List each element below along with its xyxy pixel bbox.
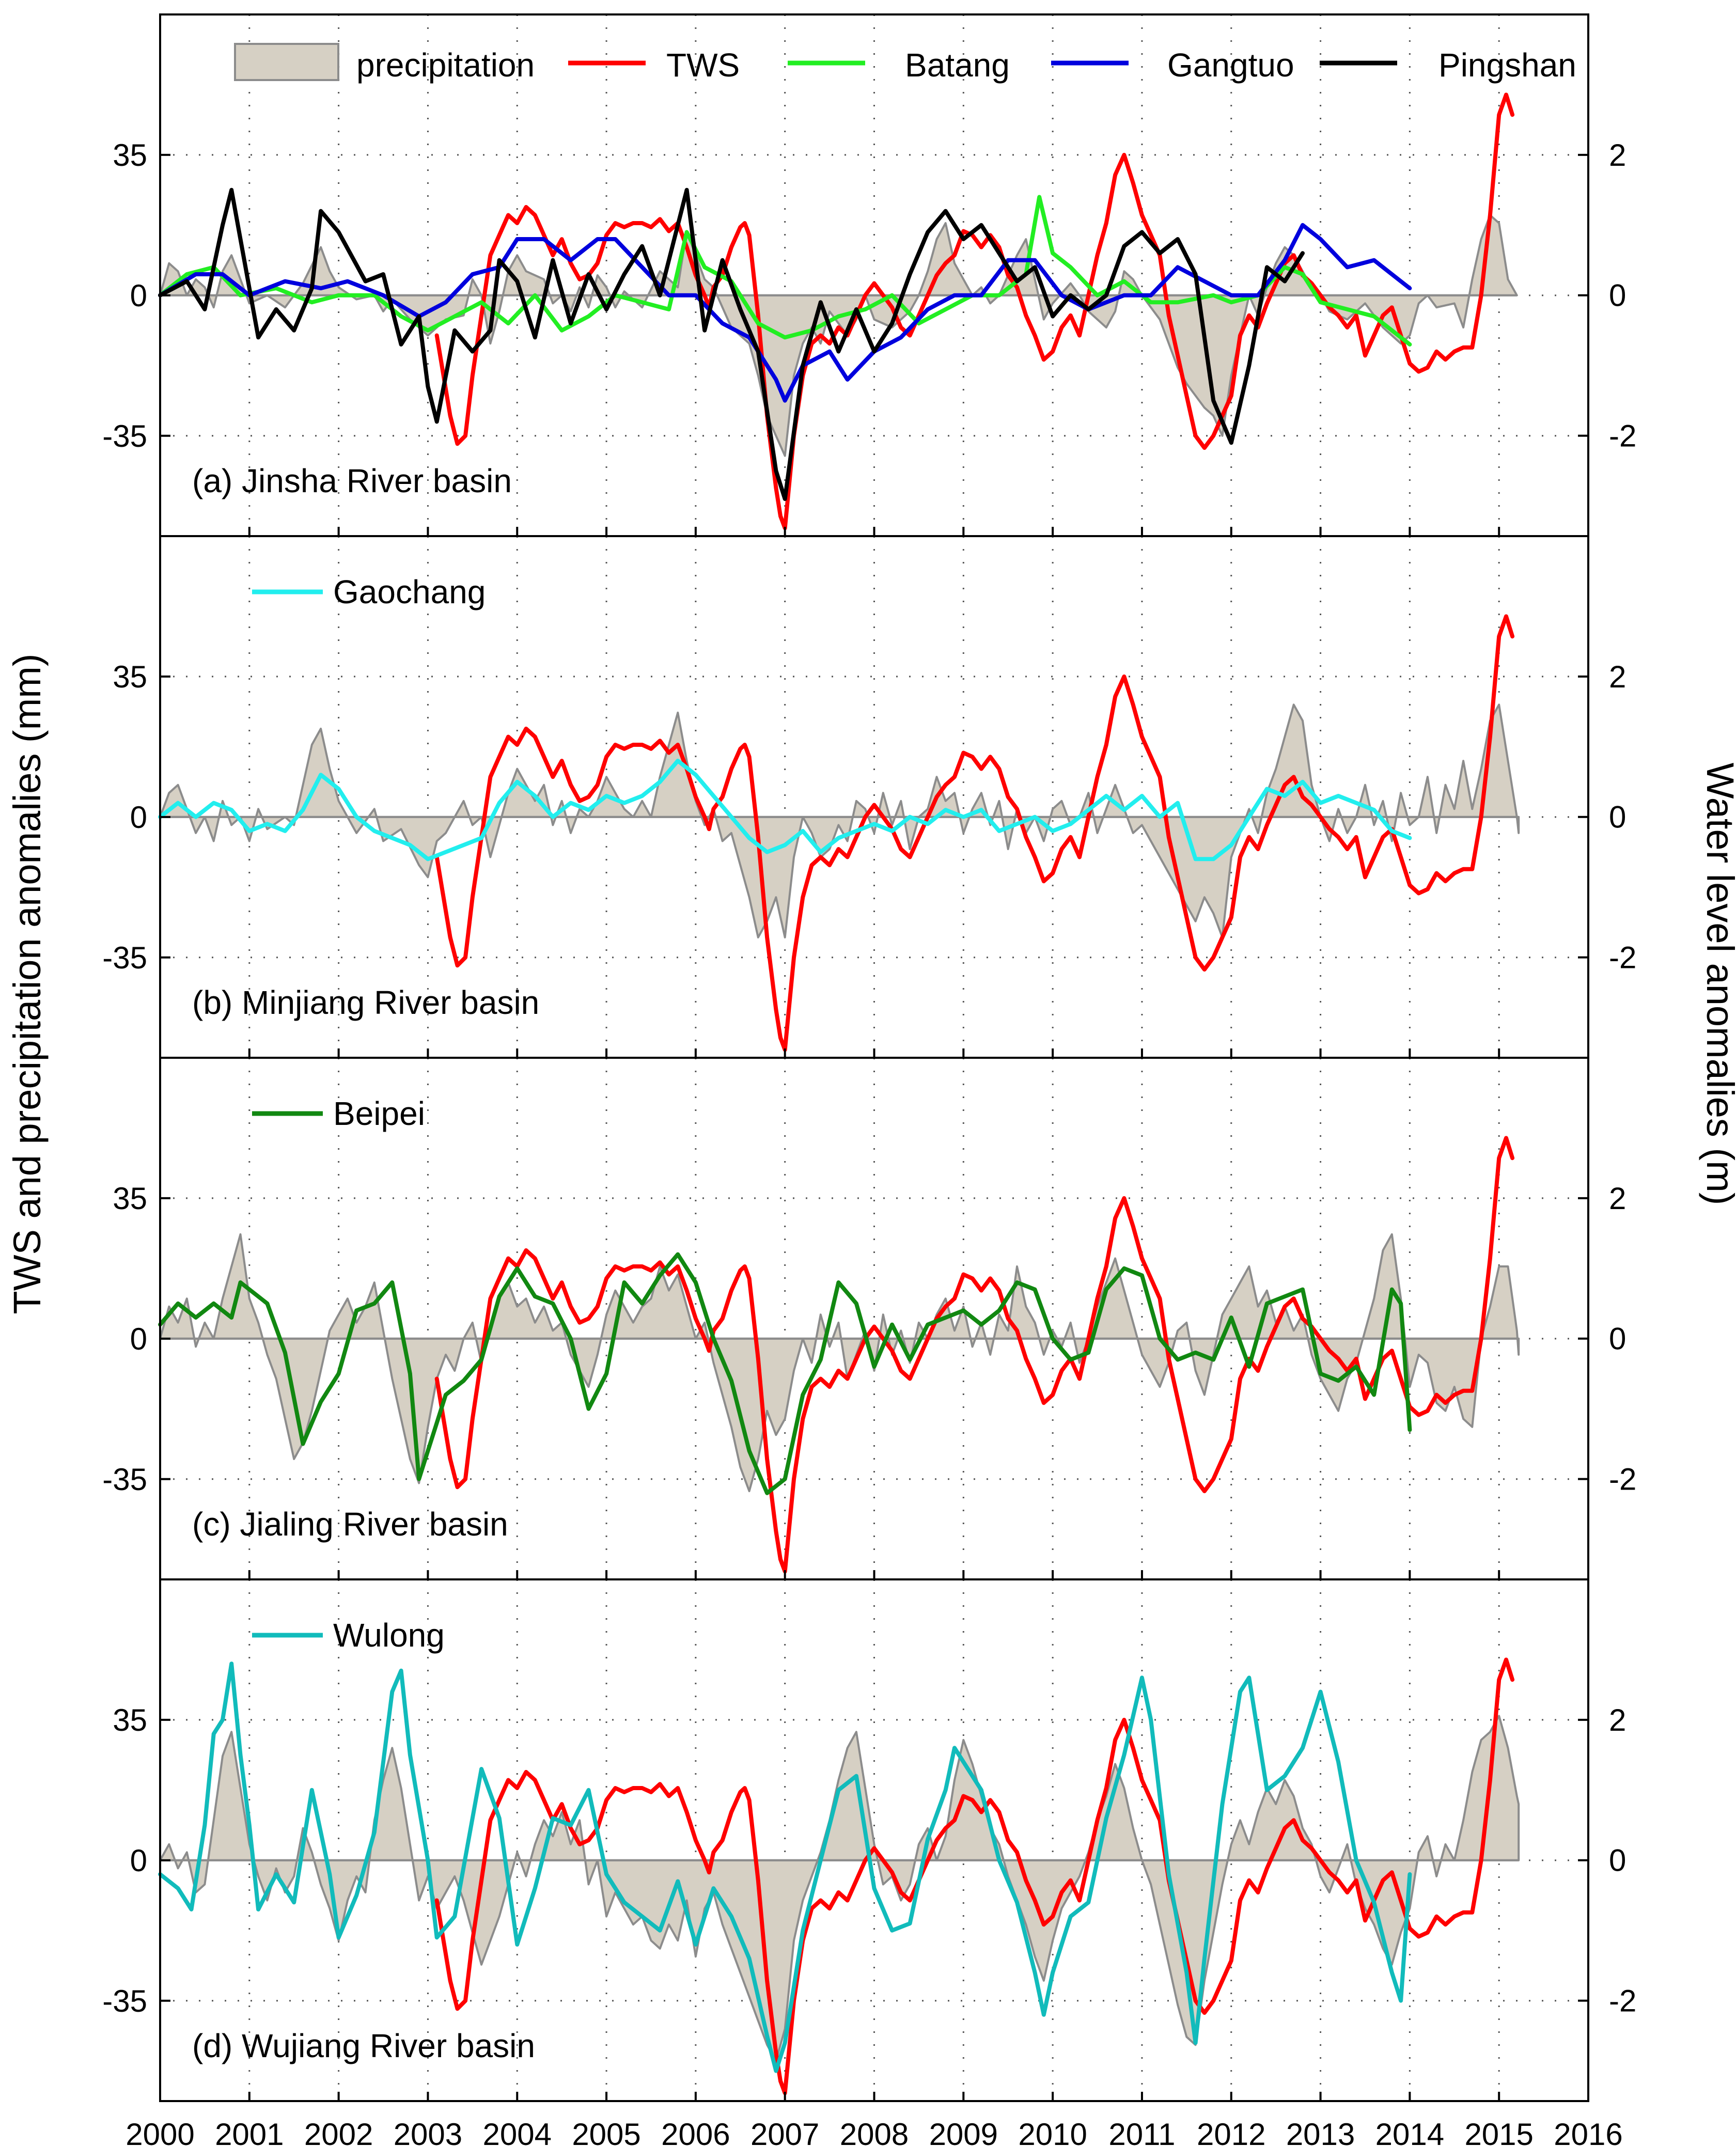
left-tick-label: 35 bbox=[113, 660, 147, 694]
left-tick-label: -35 bbox=[102, 1984, 147, 2018]
legend-label-pingshan: Pingshan bbox=[1438, 46, 1576, 84]
legend-swatch-precipitation bbox=[234, 43, 339, 81]
right-tick-label: 2 bbox=[1609, 660, 1626, 694]
x-tick-label: 2016 bbox=[1554, 2117, 1622, 2146]
x-tick-label: 2000 bbox=[126, 2117, 194, 2146]
left-tick-label: 35 bbox=[113, 1703, 147, 1737]
x-tick-label: 2013 bbox=[1286, 2117, 1355, 2146]
tws-line bbox=[434, 614, 1515, 1052]
right-tick-label: 0 bbox=[1609, 800, 1626, 835]
x-tick-label: 2002 bbox=[304, 2117, 373, 2146]
right-tick-label: 2 bbox=[1609, 138, 1626, 173]
tws-line bbox=[434, 1657, 1515, 2095]
legend-label-batang: Batang bbox=[905, 46, 1010, 84]
panel-3: 35 0 -35 2 0 -2 (c) Jialing River basin Beipei bbox=[102, 1057, 1636, 1580]
grid bbox=[160, 14, 1588, 536]
x-tick-label: 2012 bbox=[1197, 2117, 1265, 2146]
right-tick-label: 0 bbox=[1609, 1322, 1626, 1356]
left-tick-label: 0 bbox=[130, 800, 147, 835]
right-tick-label: -2 bbox=[1609, 1462, 1636, 1497]
tws-line bbox=[434, 92, 1515, 530]
left-tick-label: 0 bbox=[130, 1843, 147, 1878]
legend-label-gaochang: Gaochang bbox=[333, 573, 486, 610]
right-axis-title: Water level anomalies (m) bbox=[1699, 763, 1736, 1205]
panel-label: (d) Wujiang River basin bbox=[192, 2027, 535, 2064]
left-tick-label: -35 bbox=[102, 419, 147, 453]
tws-line bbox=[434, 1136, 1515, 1574]
left-tick-label: -35 bbox=[102, 1462, 147, 1497]
x-tick-label: 2007 bbox=[750, 2117, 819, 2146]
left-tick-label: 0 bbox=[130, 1322, 147, 1356]
beipei-line bbox=[158, 1252, 1412, 1495]
x-tick-label: 2010 bbox=[1018, 2117, 1087, 2146]
right-tick-label: 0 bbox=[1609, 1843, 1626, 1878]
x-tick-label: 2004 bbox=[483, 2117, 552, 2146]
left-tick-label: -35 bbox=[102, 941, 147, 975]
right-tick-label: 2 bbox=[1609, 1703, 1626, 1737]
left-tick-label: 0 bbox=[130, 278, 147, 313]
wulong-line bbox=[158, 1662, 1412, 2073]
x-tick-label: 2006 bbox=[661, 2117, 730, 2146]
grid bbox=[160, 536, 1588, 1058]
legend-label-tws: TWS bbox=[666, 46, 740, 84]
x-tick-label: 2014 bbox=[1375, 2117, 1444, 2146]
precipitation-area bbox=[159, 1233, 1520, 1493]
left-tick-label: 35 bbox=[113, 138, 147, 173]
legend-label-gangtuo: Gangtuo bbox=[1167, 46, 1294, 84]
panel-1: 35 0 -35 2 0 -2 (a) Jinsha River basin bbox=[102, 13, 1636, 537]
right-tick-label: -2 bbox=[1609, 941, 1636, 975]
left-tick-label: 35 bbox=[113, 1181, 147, 1216]
pingshan-line bbox=[158, 187, 1305, 501]
panel-label: (c) Jialing River basin bbox=[192, 1506, 508, 1543]
panel-label: (a) Jinsha River basin bbox=[192, 462, 512, 499]
legend-label-wulong: Wulong bbox=[333, 1617, 445, 1654]
right-tick-label: 0 bbox=[1609, 278, 1626, 313]
x-tick-label: 2003 bbox=[394, 2117, 462, 2146]
precipitation-area bbox=[159, 1715, 1520, 2062]
x-tick-label: 2015 bbox=[1464, 2117, 1533, 2146]
legend-label-beipei: Beipei bbox=[333, 1095, 425, 1132]
panel-label: (b) Minjiang River basin bbox=[192, 984, 539, 1021]
panel-2: 35 0 -35 2 0 -2 (b) Minjiang River basin Gaocha… bbox=[102, 535, 1636, 1059]
precipitation-area bbox=[159, 214, 1518, 457]
batang-line bbox=[158, 195, 1412, 347]
x-axis: 2000 2001 2002 2003 2004 2005 2006 2007 2008 2009… bbox=[126, 2117, 1622, 2146]
right-tick-label: 2 bbox=[1609, 1181, 1626, 1216]
gaochang-line bbox=[158, 759, 1412, 861]
x-tick-label: 2008 bbox=[840, 2117, 909, 2146]
legend: precipitation TWS Batang Gangtuo Pingshan bbox=[234, 43, 1576, 84]
x-tick-label: 2009 bbox=[929, 2117, 998, 2146]
legend-label-precipitation: precipitation bbox=[356, 46, 535, 84]
left-axis-title: TWS and precipitation anomalies (mm) bbox=[6, 654, 49, 1314]
x-tick-label: 2001 bbox=[215, 2117, 284, 2146]
right-tick-label: -2 bbox=[1609, 1984, 1636, 2018]
x-tick-label: 2005 bbox=[572, 2117, 640, 2146]
panel-4: 35 0 -35 2 0 -2 (d) Wujiang River basin Wulong bbox=[102, 1578, 1636, 2102]
x-tick-label: 2011 bbox=[1108, 2117, 1175, 2146]
right-tick-label: -2 bbox=[1609, 419, 1636, 453]
chart-panels: 35 0 -35 2 0 -2 (a) Jinsha River basin 35 0 -35 2 0… bbox=[102, 13, 1636, 2102]
